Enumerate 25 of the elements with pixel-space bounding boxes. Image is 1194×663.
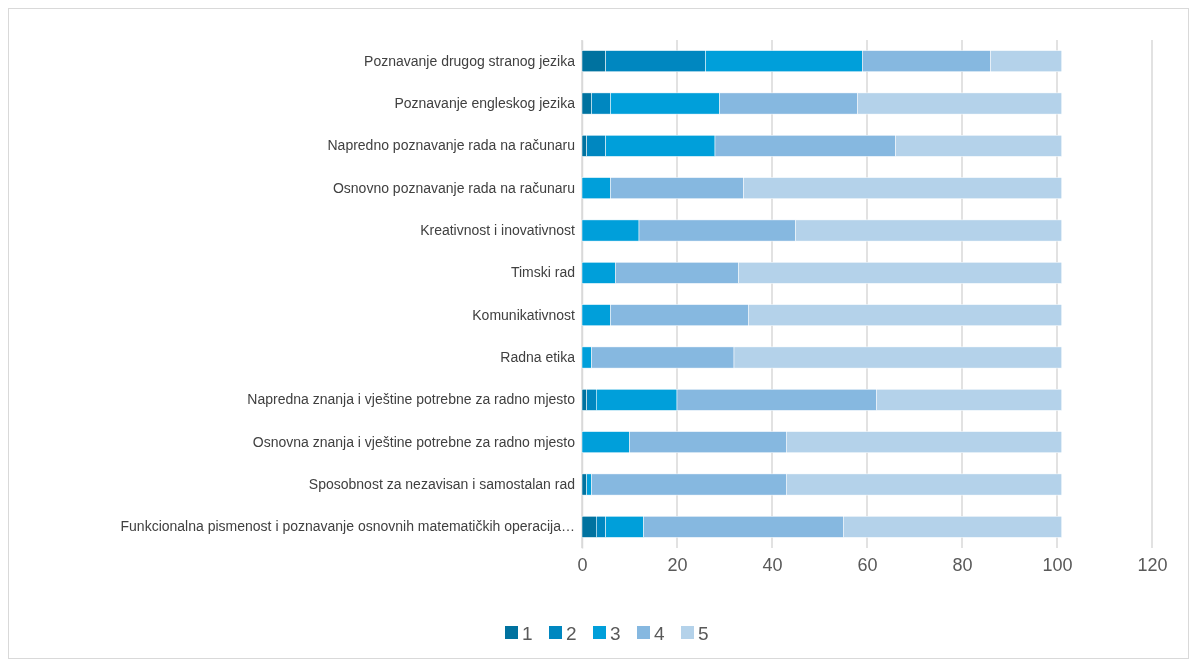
y-tick-label: Kreativnost i inovativnost [420, 221, 576, 238]
y-tick-label: Osnovna znanja i vještine potrebne za radno mjesto [252, 433, 576, 450]
x-tick-label: 20 [667, 554, 688, 575]
y-tick-label: Sposobnost za nezavisan i samostalan rad [308, 475, 575, 492]
y-tick-label: Poznavanje drugog stranog jezika [364, 52, 576, 69]
x-tick-label: 40 [762, 554, 783, 575]
y-tick-label: Osnovno poznavanje rada na računaru [332, 179, 575, 196]
y-tick-label: Napredna znanja i vještine potrebne za radno mjesto [247, 391, 576, 408]
y-tick-label: Timski rad [510, 264, 575, 281]
y-tick-label: Napredno poznavanje rada na računaru [327, 137, 575, 154]
legend-label: 5 [698, 623, 709, 644]
x-tick-label: 60 [857, 554, 878, 575]
y-tick-label: Poznavanje engleskog jezika [394, 94, 576, 111]
x-tick-label: 120 [1137, 554, 1168, 575]
y-tick-label: Funkcionalna pismenost i poznavanje osnovnih matematičkih operacija… [120, 518, 575, 535]
legend-label: 3 [610, 623, 621, 644]
legend-label: 4 [654, 623, 665, 644]
bar [581, 473, 587, 496]
x-tick-label: 0 [577, 554, 588, 575]
y-tick-label: Radna etika [500, 348, 576, 365]
legend-label: 2 [566, 623, 577, 644]
x-tick-label: 80 [952, 554, 973, 575]
x-tick-label: 100 [1042, 554, 1073, 575]
legend-label: 1 [522, 623, 533, 644]
y-tick-label: Komunikativnost [472, 306, 576, 323]
